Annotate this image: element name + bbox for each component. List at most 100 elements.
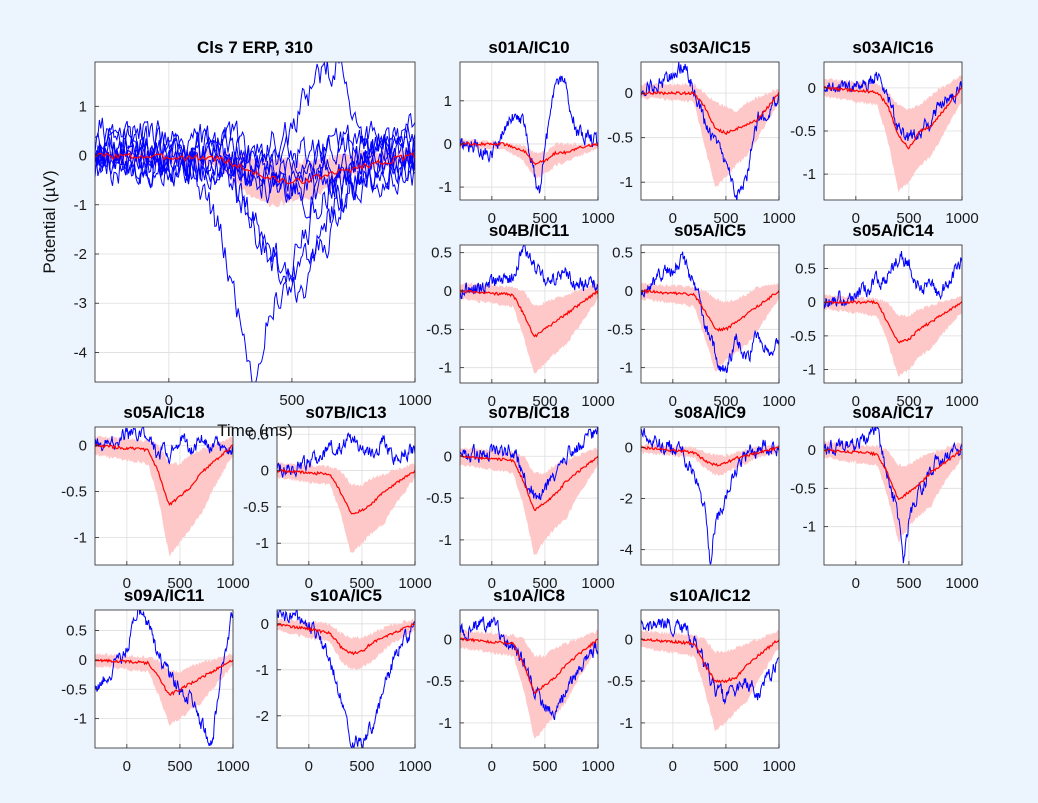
panel-7: 0 500 1000 -1 -0.5 0 s05A/IC18: [61, 403, 250, 592]
panel-12: 0 500 1000 -1 -0.5 0 0.5 s09A/IC11: [61, 586, 250, 775]
x-tick-label: 1000: [398, 758, 431, 775]
panel-title: s03A/IC16: [852, 38, 933, 57]
axes-frame: [459, 244, 599, 384]
y-tick-label: -1: [256, 535, 269, 552]
axes-frame: [823, 244, 963, 384]
axes-frame: [823, 426, 963, 566]
axes-frame: [640, 426, 780, 566]
x-tick-label: 0: [305, 758, 313, 775]
mean-line: [641, 288, 779, 332]
panel-title: s05A/IC5: [674, 221, 746, 240]
x-tick-label: 0: [123, 758, 131, 775]
y-tick-label: -1: [620, 174, 633, 191]
axes-frame: [459, 61, 599, 201]
trace-line: [95, 610, 233, 747]
y-tick-label: 0: [808, 294, 816, 311]
axes-frame: [640, 609, 780, 749]
mean-line: [641, 445, 779, 467]
y-tick-label: 0.5: [66, 623, 87, 640]
y-tick-label: -0.5: [607, 673, 633, 690]
y-axis-label: Potential (µV): [40, 170, 59, 273]
trace-line: [95, 139, 415, 199]
mean-line: [641, 90, 779, 135]
x-tick-label: 0: [852, 393, 860, 410]
mean-line: [95, 658, 233, 697]
panel-8: 0 500 1000 -1 -0.5 0 0.5 s07B/IC13: [243, 403, 432, 592]
panel-title: s05A/IC18: [123, 403, 204, 422]
plot-area: [95, 62, 415, 382]
y-tick-label: 0.5: [431, 245, 452, 262]
y-tick-label: 0: [444, 631, 452, 648]
panel-title: s04B/IC11: [489, 221, 569, 240]
y-tick-label: -0.5: [426, 673, 452, 690]
panel-10: -4 -2 0 s08A/IC9: [620, 403, 780, 566]
trace-line: [277, 431, 415, 479]
x-tick-label: 500: [349, 575, 374, 592]
x-tick-label: 500: [532, 758, 557, 775]
trace-line: [277, 610, 415, 748]
x-tick-label: 0: [165, 392, 173, 409]
y-tick-label: -0.5: [61, 681, 87, 698]
y-tick-label: -1: [439, 715, 452, 732]
x-tick-label: 500: [349, 758, 374, 775]
y-tick-label: 0: [444, 283, 452, 300]
x-tick-label: 500: [532, 210, 557, 227]
y-tick-label: -0.5: [61, 483, 87, 500]
y-tick-label: -1: [256, 662, 269, 679]
x-tick-label: 0: [488, 575, 496, 592]
y-tick-label: -1: [74, 529, 87, 546]
trace-line: [460, 245, 598, 300]
axes-frame: [276, 426, 416, 566]
mean-line: [824, 299, 962, 344]
x-tick-label: 500: [713, 758, 738, 775]
y-tick-label: -0.5: [607, 321, 633, 338]
axes-frame: [640, 61, 780, 201]
trace-line: [641, 62, 779, 200]
x-tick-label: 0: [488, 210, 496, 227]
y-tick-label: -0.5: [607, 130, 633, 147]
y-tick-label: -0.5: [790, 328, 816, 345]
x-tick-label: 500: [896, 393, 921, 410]
trace-line: [641, 428, 779, 565]
panel-2: 0 500 1000 -1 -0.5 0 s03A/IC15: [607, 38, 796, 227]
y-tick-label: 0: [808, 80, 816, 97]
mean-line: [95, 443, 233, 507]
y-tick-label: 1: [444, 93, 452, 110]
trace-line: [641, 618, 779, 705]
confidence-band: [824, 75, 962, 193]
confidence-band: [641, 443, 779, 477]
panel-1: 0 500 1000 -1 0 1 s01A/IC10: [439, 38, 615, 227]
mean-line: [824, 85, 962, 150]
plot-area: [460, 62, 598, 200]
trace-line: [95, 62, 415, 181]
y-tick-label: -1: [439, 532, 452, 549]
x-tick-label: 0: [669, 758, 677, 775]
confidence-band: [460, 629, 598, 739]
trace-line: [95, 120, 415, 173]
y-tick-label: -1: [803, 362, 816, 379]
x-tick-label: 500: [279, 392, 304, 409]
x-tick-label: 1000: [945, 210, 978, 227]
confidence-band: [95, 652, 233, 726]
axes-frame: [94, 61, 416, 383]
panel-4: 0 500 1000 -1 -0.5 0 0.5 s04B/IC11: [426, 221, 615, 410]
confidence-band: [277, 462, 415, 553]
trace-line: [95, 427, 233, 465]
confidence-band: [460, 282, 598, 374]
x-tick-label: 0: [852, 575, 860, 592]
y-tick-label: 0: [625, 85, 633, 102]
panel-title: s08A/IC17: [852, 403, 933, 422]
x-tick-label: 1000: [762, 758, 795, 775]
panel-title: s10A/IC8: [493, 586, 565, 605]
y-tick-label: 0: [79, 437, 87, 454]
panel-title: s10A/IC12: [669, 586, 750, 605]
confidence-band: [641, 281, 779, 372]
panel-title: s03A/IC15: [669, 38, 750, 57]
panel-15: 0 500 1000 -1 -0.5 0 s10A/IC12: [607, 586, 796, 775]
x-tick-label: 500: [532, 393, 557, 410]
x-tick-label: 0: [488, 393, 496, 410]
y-tick-label: 0: [79, 652, 87, 669]
panel-6: 0 500 1000 -1 -0.5 0 0.5 s05A/IC14: [790, 221, 979, 410]
